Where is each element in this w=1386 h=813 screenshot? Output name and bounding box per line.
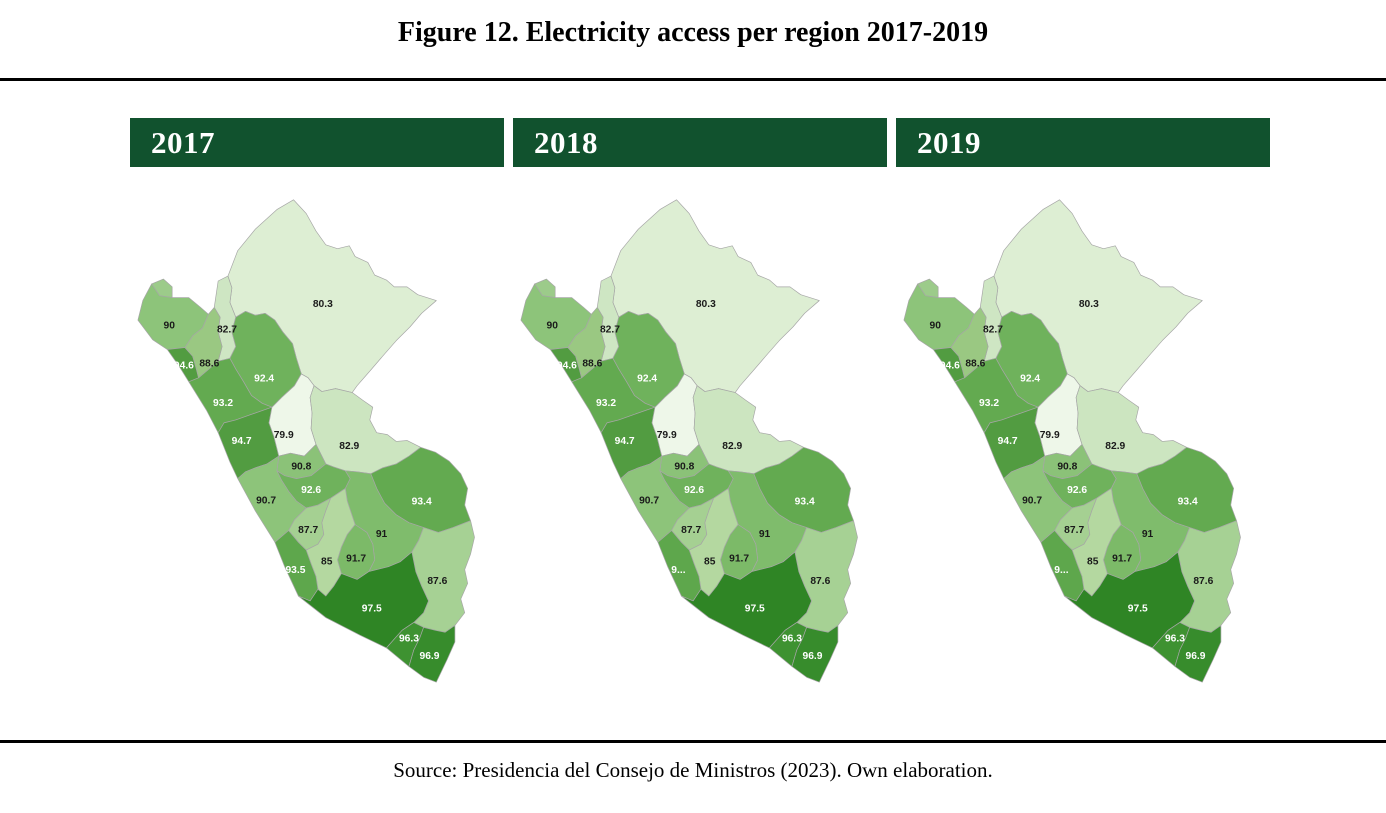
region-label-pasco: 90.8 <box>1057 461 1077 472</box>
region-label-tacna: 96.9 <box>420 651 440 662</box>
region-label-arequipa: 97.5 <box>745 603 765 614</box>
panel-2018: 2018 80.3 90 82.7 94.6 88.6 92.4 93.2 94.7 79.9 82… <box>513 118 887 689</box>
year-header-2017: 2017 <box>130 118 504 167</box>
region-label-cajamarca: 88.6 <box>582 359 602 370</box>
region-label-junin: 92.6 <box>1067 485 1087 496</box>
figure-title: Figure 12. Electricity access per region… <box>397 17 989 48</box>
region-label-ayacucho: 85 <box>321 556 333 567</box>
region-label-puno: 87.6 <box>810 576 830 587</box>
source-note: Source: Presidencia del Consejo de Minis… <box>393 758 993 782</box>
region-label-amazonas: 82.7 <box>983 324 1003 335</box>
region-label-lima: 90.7 <box>639 496 659 507</box>
top-rule <box>0 78 1386 81</box>
panels: 2017 80.3 90 82.7 94.6 88.6 92.4 93.2 94.7 79.9 82… <box>130 118 1270 689</box>
region-label-la-libertad: 93.2 <box>596 398 616 409</box>
region-label-cusco: 91 <box>1142 529 1154 540</box>
region-label-ancash: 94.7 <box>232 436 252 447</box>
region-label-arequipa: 97.5 <box>1128 603 1148 614</box>
region-ica <box>1040 530 1085 602</box>
year-label: 2017 <box>151 124 215 160</box>
region-label-pasco: 90.8 <box>674 461 694 472</box>
region-label-huancavelica: 87.7 <box>681 525 701 536</box>
region-label-huanuco: 79.9 <box>274 430 294 441</box>
region-ica <box>274 530 319 602</box>
region-label-moquegua: 96.3 <box>782 634 802 645</box>
region-label-cusco: 91 <box>376 529 388 540</box>
panel-2017: 2017 80.3 90 82.7 94.6 88.6 92.4 93.2 94.7 79.9 82… <box>130 118 504 689</box>
region-label-apurimac: 91.7 <box>1112 553 1132 564</box>
region-tacna <box>408 625 456 683</box>
region-label-ucayali: 82.9 <box>339 441 359 452</box>
region-label-ica: 9... <box>671 565 685 576</box>
region-label-lambayeque: 94.6 <box>557 361 577 372</box>
region-tacna <box>791 625 839 683</box>
region-label-lambayeque: 94.6 <box>940 361 960 372</box>
bottom-rule <box>0 740 1386 743</box>
region-label-huanuco: 79.9 <box>657 430 677 441</box>
region-label-tacna: 96.9 <box>1186 651 1206 662</box>
region-cajamarca <box>950 307 989 379</box>
region-label-san-martin: 92.4 <box>1020 373 1040 384</box>
region-label-huancavelica: 87.7 <box>1064 525 1084 536</box>
region-label-piura: 90 <box>164 321 176 332</box>
region-label-piura: 90 <box>547 321 559 332</box>
region-label-piura: 90 <box>930 321 942 332</box>
region-label-lambayeque: 94.6 <box>174 361 194 372</box>
region-label-ica: 93.5 <box>285 565 305 576</box>
region-label-ayacucho: 85 <box>1087 556 1099 567</box>
region-label-apurimac: 91.7 <box>729 553 749 564</box>
region-label-amazonas: 82.7 <box>600 324 620 335</box>
region-cajamarca <box>567 307 606 379</box>
year-label: 2019 <box>917 124 981 160</box>
peru-map-2019: 80.3 90 82.7 94.6 88.6 92.4 93.2 94.7 79.9 82.9 90… <box>903 199 1241 683</box>
region-cajamarca <box>184 307 223 379</box>
region-label-ancash: 94.7 <box>615 436 635 447</box>
region-label-loreto: 80.3 <box>313 299 333 310</box>
region-label-ayacucho: 85 <box>704 556 716 567</box>
region-label-huancavelica: 87.7 <box>298 525 318 536</box>
region-label-lima: 90.7 <box>1022 496 1042 507</box>
region-label-moquegua: 96.3 <box>399 634 419 645</box>
region-label-loreto: 80.3 <box>1079 299 1099 310</box>
region-label-tacna: 96.9 <box>803 651 823 662</box>
region-tacna <box>1174 625 1222 683</box>
region-label-san-martin: 92.4 <box>254 373 274 384</box>
region-label-madre-de-dios: 93.4 <box>412 497 432 508</box>
region-label-la-libertad: 93.2 <box>979 398 999 409</box>
region-label-lima: 90.7 <box>256 496 276 507</box>
region-label-pasco: 90.8 <box>291 461 311 472</box>
region-label-san-martin: 92.4 <box>637 373 657 384</box>
panel-2019: 2019 80.3 90 82.7 94.6 88.6 92.4 93.2 94.7 79.9 82… <box>896 118 1270 689</box>
region-label-madre-de-dios: 93.4 <box>1178 497 1198 508</box>
region-label-cusco: 91 <box>759 529 771 540</box>
peru-map-2018: 80.3 90 82.7 94.6 88.6 92.4 93.2 94.7 79.9 82.9 90… <box>520 199 858 683</box>
year-header-2018: 2018 <box>513 118 887 167</box>
region-label-madre-de-dios: 93.4 <box>795 497 815 508</box>
region-label-cajamarca: 88.6 <box>965 359 985 370</box>
peru-map-2017: 80.3 90 82.7 94.6 88.6 92.4 93.2 94.7 79.9 82.9 90… <box>137 199 475 683</box>
region-label-ucayali: 82.9 <box>722 441 742 452</box>
region-label-puno: 87.6 <box>427 576 447 587</box>
region-label-la-libertad: 93.2 <box>213 398 233 409</box>
region-label-huanuco: 79.9 <box>1040 430 1060 441</box>
region-label-amazonas: 82.7 <box>217 324 237 335</box>
year-label: 2018 <box>534 124 598 160</box>
region-label-junin: 92.6 <box>301 485 321 496</box>
region-label-ucayali: 82.9 <box>1105 441 1125 452</box>
year-header-2019: 2019 <box>896 118 1270 167</box>
region-label-ancash: 94.7 <box>998 436 1018 447</box>
region-label-puno: 87.6 <box>1193 576 1213 587</box>
region-label-moquegua: 96.3 <box>1165 634 1185 645</box>
region-label-cajamarca: 88.6 <box>199 359 219 370</box>
region-label-apurimac: 91.7 <box>346 553 366 564</box>
region-label-arequipa: 97.5 <box>362 603 382 614</box>
region-ica <box>657 530 702 602</box>
region-label-ica: 9... <box>1054 565 1068 576</box>
region-label-loreto: 80.3 <box>696 299 716 310</box>
region-label-junin: 92.6 <box>684 485 704 496</box>
